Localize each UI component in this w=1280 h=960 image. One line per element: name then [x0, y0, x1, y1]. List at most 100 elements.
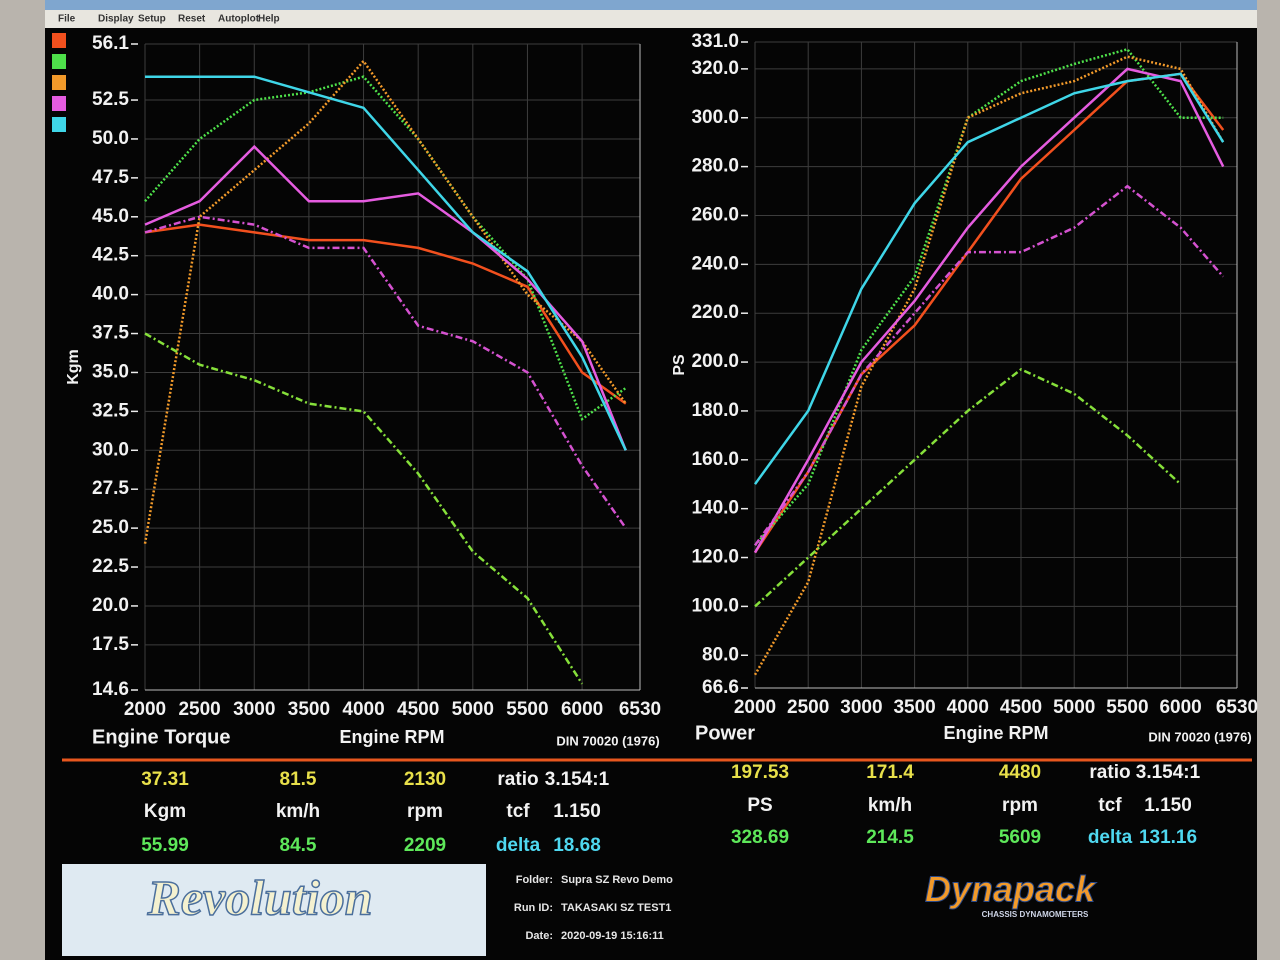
info-label: Date: [525, 930, 553, 942]
screen [45, 0, 1257, 960]
readout: delta [1088, 827, 1133, 848]
x-tick-label: 5000 [1053, 697, 1095, 718]
legend-swatch [52, 96, 66, 111]
x-tick-label: 6000 [561, 699, 603, 720]
y-tick-label: 56.1 [92, 33, 129, 54]
torque-power-line [753, 67, 1225, 554]
readout: 214.5 [866, 827, 914, 848]
menu-bar [45, 10, 1257, 28]
y-tick-label: 27.5 [92, 478, 129, 499]
x-tick-label: 6530 [619, 699, 661, 720]
torque-power-line [753, 72, 1225, 485]
torque-power-line [753, 184, 1225, 547]
y-tick-label: 22.5 [92, 556, 129, 577]
y-tick-label: 17.5 [92, 634, 129, 655]
torque-power-line [144, 144, 627, 451]
readout: 171.4 [866, 762, 914, 783]
y-axis-label: Kgm [65, 349, 82, 385]
y-tick-label: 320.0 [691, 58, 739, 79]
readout: 81.5 [280, 769, 317, 790]
readout: PS [747, 795, 772, 816]
torque-power-line [145, 75, 627, 451]
readout: tcf [1098, 795, 1122, 816]
x-tick-label: 3000 [233, 699, 275, 720]
y-tick-label: 300.0 [691, 107, 739, 128]
x-tick-label: 6530 [1216, 697, 1258, 718]
readout: tcf [506, 801, 530, 822]
readout: rpm [1002, 795, 1038, 816]
y-tick-label: 40.0 [92, 284, 129, 305]
readout: 37.31 [141, 769, 189, 790]
y-tick-label: 14.6 [92, 679, 129, 700]
menu-item: Display [98, 14, 134, 25]
y-tick-label: 20.0 [92, 595, 129, 616]
x-tick-label: 4500 [1000, 697, 1042, 718]
torque-power-line [144, 332, 584, 685]
menu-item: File [58, 14, 76, 25]
readout: 55.99 [141, 835, 189, 856]
readout: 131.16 [1139, 827, 1197, 848]
y-tick-label: 180.0 [691, 400, 739, 421]
y-tick-label: 30.0 [92, 439, 129, 460]
readout: 197.53 [731, 762, 789, 783]
y-tick-label: 32.5 [92, 400, 129, 421]
y-tick-label: 25.0 [92, 517, 129, 538]
y-tick-label: 52.5 [92, 89, 129, 110]
y-tick-label: 331.0 [691, 31, 739, 52]
torque-power-line [754, 367, 1182, 608]
x-tick-label: 5500 [1106, 697, 1148, 718]
readout: km/h [276, 801, 320, 822]
dynapack-logo: Dynapack [925, 869, 1097, 910]
readout: 5609 [999, 827, 1041, 848]
torque-power-line [143, 59, 627, 544]
logo-box [62, 864, 486, 956]
revolution-logo: Revolution [146, 869, 372, 925]
torque-power-line [144, 75, 627, 422]
y-tick-label: 37.5 [92, 323, 129, 344]
readout: rpm [407, 801, 443, 822]
menu-item: Autoplot [218, 14, 260, 25]
readout: 3.154:1 [545, 769, 610, 790]
title-bar [45, 0, 1257, 10]
readout: delta [496, 835, 541, 856]
chart-note: DIN 70020 (1976) [1148, 729, 1251, 744]
dynapack-sub: CHASSIS DYNAMOMETERS [982, 910, 1089, 919]
menu-item: Setup [138, 14, 166, 25]
x-tick-label: 2500 [178, 699, 220, 720]
y-tick-label: 45.0 [92, 206, 129, 227]
readout: 3.154:1 [1136, 762, 1201, 783]
readout: 1.150 [1144, 795, 1192, 816]
torque-power-line [754, 47, 1224, 547]
x-tick-label: 3000 [840, 697, 882, 718]
legend-swatch [52, 54, 66, 69]
info-label: Folder: [516, 874, 553, 886]
x-axis-label: Engine RPM [339, 727, 444, 747]
info-value: TAKASAKI SZ TEST1 [561, 902, 671, 914]
y-tick-label: 50.0 [92, 128, 129, 149]
x-tick-label: 2000 [734, 697, 776, 718]
x-tick-label: 3500 [288, 699, 330, 720]
x-tick-label: 6000 [1159, 697, 1201, 718]
info-label: Run ID: [514, 902, 553, 914]
chart-title: Power [695, 722, 755, 744]
readout: ratio [497, 769, 538, 790]
y-tick-label: 160.0 [691, 449, 739, 470]
x-tick-label: 3500 [893, 697, 935, 718]
x-tick-label: 4500 [397, 699, 439, 720]
readout: 4480 [999, 762, 1041, 783]
x-tick-label: 2500 [787, 697, 829, 718]
y-axis-label: PS [671, 354, 688, 376]
x-tick-label: 5500 [506, 699, 548, 720]
x-tick-label: 5000 [452, 699, 494, 720]
y-tick-label: 47.5 [92, 167, 129, 188]
y-tick-label: 280.0 [691, 156, 739, 177]
torque-power-line [144, 215, 627, 529]
readout: ratio [1089, 762, 1130, 783]
y-tick-label: 140.0 [691, 498, 739, 519]
x-tick-label: 4000 [342, 699, 384, 720]
x-tick-label: 4000 [947, 697, 989, 718]
info-value: Supra SZ Revo Demo [561, 874, 673, 886]
readout: 84.5 [280, 835, 317, 856]
y-tick-label: 260.0 [691, 204, 739, 225]
